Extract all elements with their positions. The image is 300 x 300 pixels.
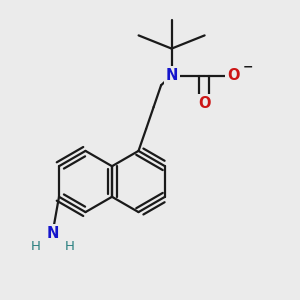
Text: O: O — [227, 68, 240, 83]
Text: H: H — [31, 240, 40, 253]
Text: N: N — [165, 68, 178, 83]
Text: N: N — [46, 226, 59, 241]
Text: −: − — [243, 61, 253, 74]
Text: O: O — [198, 96, 210, 111]
Text: H: H — [65, 240, 74, 253]
